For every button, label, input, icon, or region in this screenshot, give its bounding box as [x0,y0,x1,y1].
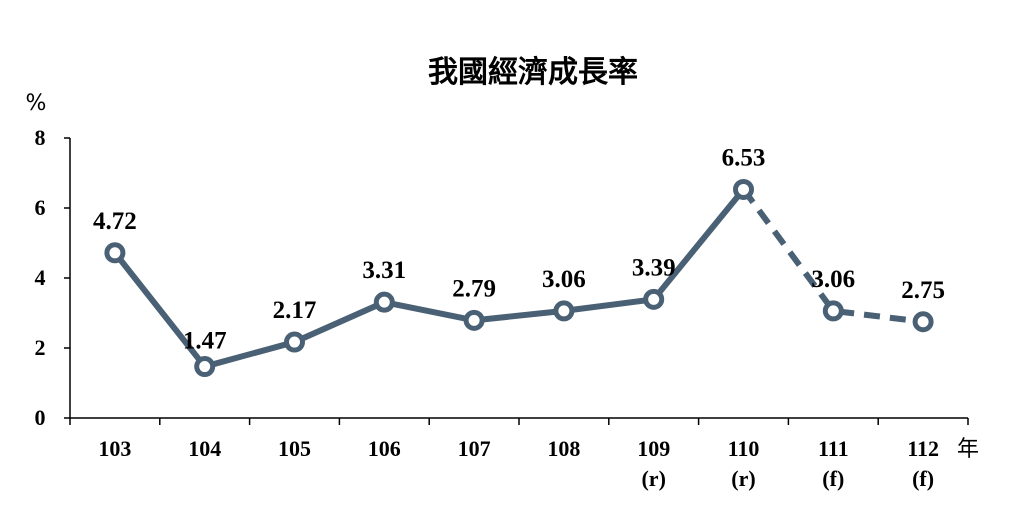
x-tick-label: 110 [728,436,760,461]
data-labels: 4.72 1.47 2.17 3.31 2.79 3.06 3.39 6.53 3.06 2.75 [93,144,945,354]
x-axis-unit: 年 [957,437,979,462]
data-label: 4.72 [93,208,137,235]
series-solid-segment [111,186,747,370]
x-tick-label: 106 [368,436,401,461]
data-label: 2.75 [901,277,945,304]
x-tick-label: 105 [278,436,311,461]
data-label: 3.06 [811,266,855,293]
x-tick-label: 103 [98,436,131,461]
data-label: 3.06 [542,266,586,293]
x-tick-note: (r) [731,466,755,491]
data-point [463,309,485,331]
x-tick-label: 107 [458,436,491,461]
x-tick-label: 112 [907,436,939,461]
data-point [104,242,126,264]
y-tick-label: 4 [35,265,46,290]
x-tick-note: (f) [912,466,934,491]
x-tick-label: 109 [637,436,670,461]
data-point [194,356,216,378]
chart-title: 我國經濟成長率 [428,55,638,90]
x-tick-label: 104 [188,436,221,461]
data-point [553,300,575,322]
data-points [104,178,934,378]
y-tick-label: 8 [35,125,46,150]
data-point [643,288,665,310]
data-point [822,300,844,322]
y-tick-label: 0 [35,405,46,430]
data-label: 3.31 [362,257,406,284]
series-line [111,186,924,370]
data-point [733,178,754,200]
data-point [284,331,305,353]
y-axis-unit: % [26,91,47,116]
series-forecast-segment [741,187,924,325]
x-tick-label: 111 [818,436,849,461]
x-tick-note: (f) [822,466,844,491]
data-point [912,311,934,333]
y-tick-label: 6 [35,195,46,220]
data-label: 2.17 [273,297,317,324]
data-label: 3.39 [632,254,676,281]
data-label: 1.47 [183,328,227,355]
x-tick-note: (r) [641,466,665,491]
axes: 0 2 4 6 8 103 104 105 106 107 108 109 (r) 110 (r) 111 (f… [35,125,969,491]
y-tick-label: 2 [35,335,46,360]
data-label: 2.79 [452,275,496,302]
x-tick-label: 108 [547,436,580,461]
data-point [373,291,395,313]
data-label: 6.53 [722,144,766,171]
